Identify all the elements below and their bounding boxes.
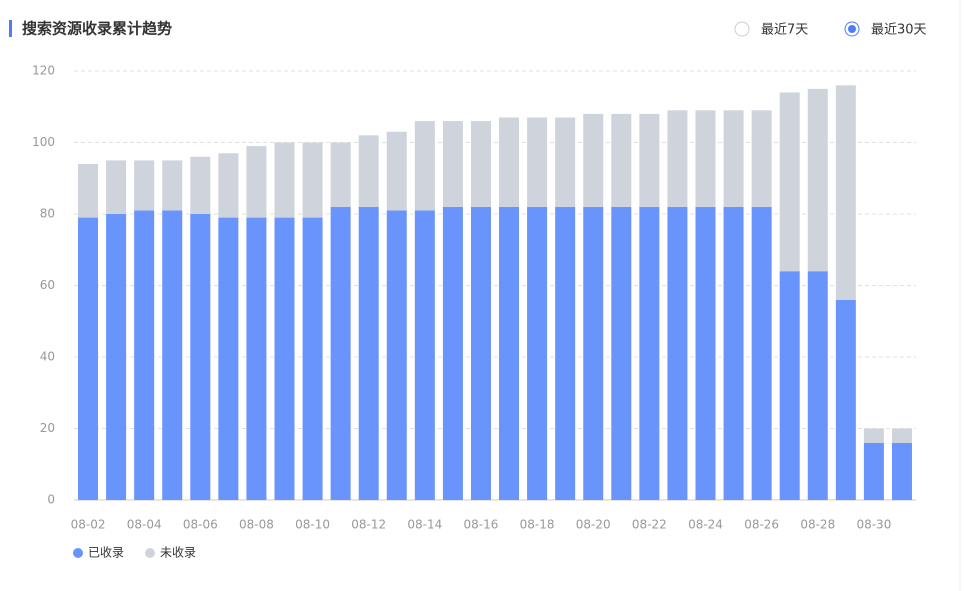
bar-segment (78, 163, 99, 218)
bar-segment (442, 206, 463, 500)
bar-segment (190, 156, 211, 214)
x-tick-label: 08-02 (71, 518, 106, 532)
bar-segment (134, 210, 155, 501)
legend-label: 已收录 (88, 546, 124, 560)
bar-segment (470, 206, 491, 500)
bar-segment (807, 88, 828, 272)
y-tick-label: 60 (40, 278, 55, 292)
bar-segment (134, 160, 155, 211)
legend-marker (145, 548, 155, 558)
radio-label[interactable]: 最近30天 (871, 23, 927, 38)
bar-segment (386, 210, 407, 501)
x-tick-label: 08-18 (520, 518, 555, 532)
bar-segment (779, 271, 800, 500)
bar-segment (162, 160, 183, 211)
x-tick-label: 08-22 (632, 518, 667, 532)
bar-segment (863, 442, 884, 500)
y-tick-label: 20 (40, 421, 55, 435)
bar-segment (695, 206, 716, 500)
y-tick-label: 40 (40, 350, 55, 364)
legend-label: 未收录 (160, 546, 196, 560)
bar-segment (78, 217, 99, 500)
x-tick-label: 08-12 (351, 518, 386, 532)
radio-label[interactable]: 最近7天 (761, 23, 808, 38)
bar-segment (218, 217, 239, 500)
x-tick-label: 08-10 (295, 518, 330, 532)
bar-segment (302, 142, 323, 218)
bar-segment (863, 428, 884, 443)
bar-segment (583, 113, 604, 207)
bar-segment (611, 206, 632, 500)
bar-segment (414, 210, 435, 501)
bar-segment (667, 206, 688, 500)
bar-segment (751, 110, 772, 207)
bar-segment (807, 271, 828, 500)
x-tick-label: 08-20 (576, 518, 611, 532)
bar-segment (330, 142, 351, 207)
x-tick-label: 08-28 (800, 518, 835, 532)
bar-segment (302, 217, 323, 500)
bar-segment (695, 110, 716, 207)
bar-segment (330, 206, 351, 500)
y-tick-label: 80 (40, 207, 55, 221)
bar-segment (779, 92, 800, 272)
bar-segment (442, 121, 463, 207)
x-tick-label: 08-16 (464, 518, 499, 532)
x-tick-label: 08-14 (407, 518, 442, 532)
bar-segment (246, 146, 267, 218)
bar-segment (386, 131, 407, 211)
x-tick-label: 08-04 (127, 518, 162, 532)
bar-segment (162, 210, 183, 501)
bar-segment (499, 206, 520, 500)
legend-marker (73, 548, 83, 558)
bar-segment (358, 135, 379, 207)
x-tick-label: 08-06 (183, 518, 218, 532)
bar-segment (639, 113, 660, 207)
radio[interactable] (734, 21, 750, 37)
bar-segment (723, 206, 744, 500)
chart-title: 搜索资源收录累计趋势 (22, 20, 172, 38)
bar-segment (611, 113, 632, 207)
bar-segment (274, 142, 295, 218)
bar-segment (190, 214, 211, 500)
bar-segment (527, 206, 548, 500)
bar-segment (723, 110, 744, 207)
bar-segment (667, 110, 688, 207)
radio-dot (848, 25, 856, 33)
bar-segment (414, 121, 435, 211)
bar-segment (835, 299, 856, 500)
x-tick-label: 08-26 (744, 518, 779, 532)
bar-segment (835, 85, 856, 300)
bar-segment (358, 206, 379, 500)
bar-segment (106, 160, 127, 214)
x-tick-label: 08-24 (688, 518, 723, 532)
y-tick-label: 0 (47, 493, 55, 507)
bar-segment (218, 153, 239, 218)
x-tick-label: 08-30 (856, 518, 891, 532)
bar-segment (555, 206, 576, 500)
y-tick-label: 100 (32, 135, 55, 149)
bar-segment (106, 214, 127, 500)
bar-segment (274, 217, 295, 500)
y-tick-label: 120 (32, 64, 55, 78)
title-accent (9, 20, 12, 37)
bar-segment (246, 217, 267, 500)
bar-segment (583, 206, 604, 500)
x-tick-label: 08-08 (239, 518, 274, 532)
bar-segment (555, 117, 576, 207)
bar-segment (891, 442, 912, 500)
bar-segment (499, 117, 520, 207)
bar-segment (639, 206, 660, 500)
bar-segment (891, 428, 912, 443)
bar-segment (527, 117, 548, 207)
bar-segment (751, 206, 772, 500)
bar-segment (470, 121, 491, 207)
